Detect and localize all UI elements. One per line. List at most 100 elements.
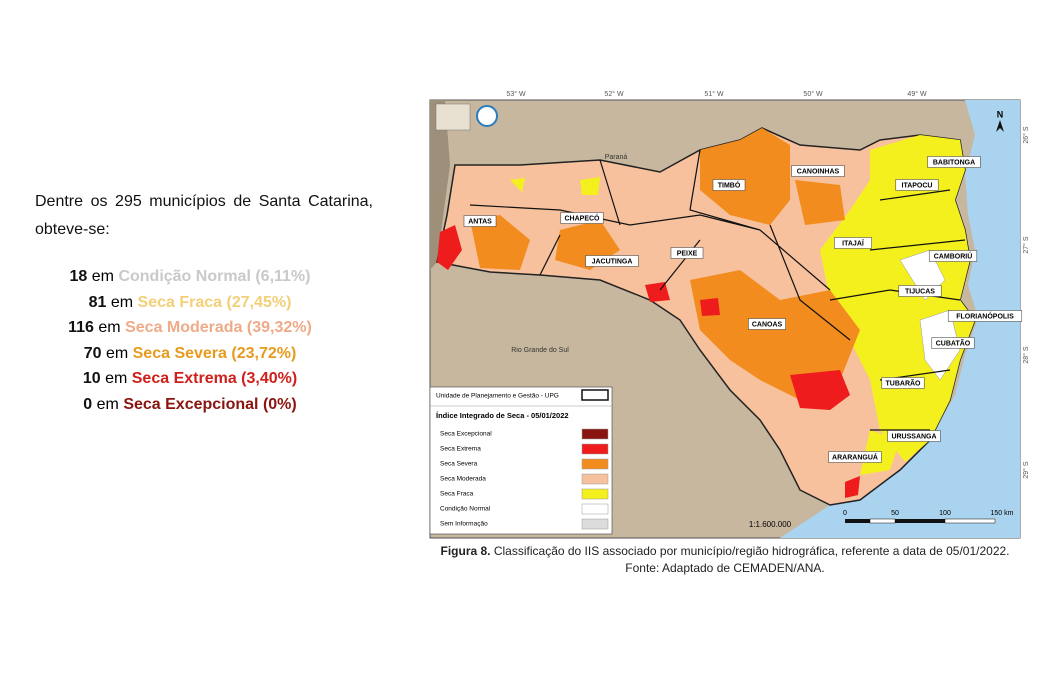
legend-label: Seca Excepcional xyxy=(440,431,492,438)
region-label: CHAPECÓ xyxy=(564,213,600,222)
stat-line: 81 em Seca Fraca (27,45%) xyxy=(20,290,360,316)
legend-label: Sem Informação xyxy=(440,521,488,528)
latitude-label: 27° S xyxy=(1022,236,1030,254)
land-west xyxy=(430,100,450,270)
stat-word: em xyxy=(96,395,119,413)
north-label: N xyxy=(997,109,1004,119)
stat-word: em xyxy=(110,293,134,311)
legend-label: Seca Extrema xyxy=(440,446,481,453)
scale-bar-white xyxy=(944,518,996,524)
stat-word: em xyxy=(105,344,129,362)
stat-count: 10 xyxy=(82,370,101,388)
north-arrow xyxy=(996,120,1004,132)
stat-count: 81 xyxy=(88,293,107,311)
scale-tick-label: 150 km xyxy=(991,510,1014,517)
logo-1 xyxy=(435,103,471,131)
stat-count: 18 xyxy=(69,268,88,285)
stat-line: 18 em Condição Normal (6,11%) xyxy=(20,264,360,290)
legend-swatch xyxy=(581,488,609,500)
stat-line: 10 em Seca Extrema (3,40%) xyxy=(20,366,360,392)
region-label-box xyxy=(881,377,925,389)
stat-label: Seca Extrema (3,40%) xyxy=(131,370,298,388)
legend-swatch xyxy=(581,443,609,455)
stat-label: Seca Excepcional (0%) xyxy=(123,395,297,413)
legend-upg: Unidade de Planejamento e Gestão - UPG xyxy=(436,393,559,400)
region-label-box xyxy=(670,247,704,259)
region-label: TUBARÃO xyxy=(886,378,922,387)
caption: Figura 8. Classificação do IIS associado… xyxy=(400,543,1050,577)
region-label-box xyxy=(931,337,975,349)
place-label: Paraná xyxy=(605,154,628,161)
legend-swatch xyxy=(581,503,609,515)
region-label-box xyxy=(791,165,845,177)
scale-bar-white xyxy=(869,518,896,524)
legend-label: Condição Normal xyxy=(440,506,491,513)
region-label: CANOINHAS xyxy=(797,168,840,175)
region-label-box xyxy=(898,285,942,297)
region-label: CUBATÃO xyxy=(936,338,971,347)
region-label: TIJUCAS xyxy=(905,288,935,295)
region-label-box xyxy=(560,212,604,224)
scale-bar xyxy=(845,519,995,523)
caption-source: Fonte: Adaptado de CEMADEN/ANA. xyxy=(625,561,825,575)
region-label: CAMBORIÚ xyxy=(934,251,973,260)
longitude-label: 51° W xyxy=(704,90,724,98)
region-label-box xyxy=(463,215,497,227)
legend-title: Índice Integrado de Seca - 05/01/2022 xyxy=(436,411,569,420)
stat-count: 70 xyxy=(83,344,102,362)
caption-text: Classificação do IIS associado por munic… xyxy=(490,544,1010,558)
stat-line: 116 em Seca Moderada (39,32%) xyxy=(20,315,360,341)
region-label: ANTAS xyxy=(468,218,492,225)
legend-box xyxy=(429,386,613,535)
region-label: ITAJAÍ xyxy=(842,238,865,247)
longitude-label: 53° W xyxy=(506,90,526,98)
stat-line: 70 em Seca Severa (23,72%) xyxy=(20,341,360,367)
legend-swatch xyxy=(581,458,609,470)
region-label: BABITONGA xyxy=(933,159,975,166)
stat-word: em xyxy=(91,268,114,285)
stat-label: Seca Severa (23,72%) xyxy=(132,344,297,362)
legend-label: Seca Severa xyxy=(440,461,478,468)
region-label: CANOAS xyxy=(752,321,783,328)
stat-count: 0 xyxy=(83,395,93,413)
longitude-label: 50° W xyxy=(803,90,823,98)
stat-word: em xyxy=(98,319,121,337)
stat-label: Seca Fraca (27,45%) xyxy=(137,293,292,311)
stats: 18 em Condição Normal (6,11%) 81 em Seca … xyxy=(20,264,360,418)
region-label-box xyxy=(895,179,939,191)
stat-label: Seca Moderada (39,32%) xyxy=(125,319,312,337)
longitude-label: 49° W xyxy=(907,90,927,98)
upg-swatch xyxy=(581,389,609,401)
region-label: PEIXE xyxy=(677,250,698,257)
region-label-box xyxy=(947,310,1023,322)
region-label: URUSSANGA xyxy=(891,433,936,440)
figure-number: Figura 8. xyxy=(440,544,491,558)
scale-tick-label: 100 xyxy=(939,510,951,517)
ocean xyxy=(780,100,1020,538)
region-label-box xyxy=(712,179,746,191)
latitude-label: 26° S xyxy=(1022,126,1030,144)
region-label: ARARANGUÁ xyxy=(832,452,878,461)
region-label-box xyxy=(928,250,978,262)
region-label-box xyxy=(834,237,872,249)
region-label-box xyxy=(887,430,941,442)
region-label-box xyxy=(927,156,981,168)
intro: Dentre os 295 municípios de Santa Catari… xyxy=(35,193,373,238)
upg-borders xyxy=(469,149,966,431)
region-label: TIMBÓ xyxy=(718,180,741,189)
scale-ratio: 1:1.600.000 xyxy=(749,520,792,529)
stat-word: em xyxy=(105,370,128,388)
legend-label: Seca Fraca xyxy=(440,491,474,498)
legend-label: Seca Moderada xyxy=(440,476,486,483)
latitude-label: 28° S xyxy=(1022,346,1030,364)
latitude-label: 29° S xyxy=(1022,461,1030,479)
region-label: JACUTINGA xyxy=(592,258,633,265)
region-label-box xyxy=(828,451,882,463)
longitude-label: 52° W xyxy=(604,90,624,98)
legend-swatch xyxy=(581,428,609,440)
patch-severe xyxy=(470,128,860,400)
place-label: Rio Grande do Sul xyxy=(511,347,569,354)
stat-count: 116 xyxy=(68,319,94,337)
scale-tick-label: 50 xyxy=(891,510,899,517)
